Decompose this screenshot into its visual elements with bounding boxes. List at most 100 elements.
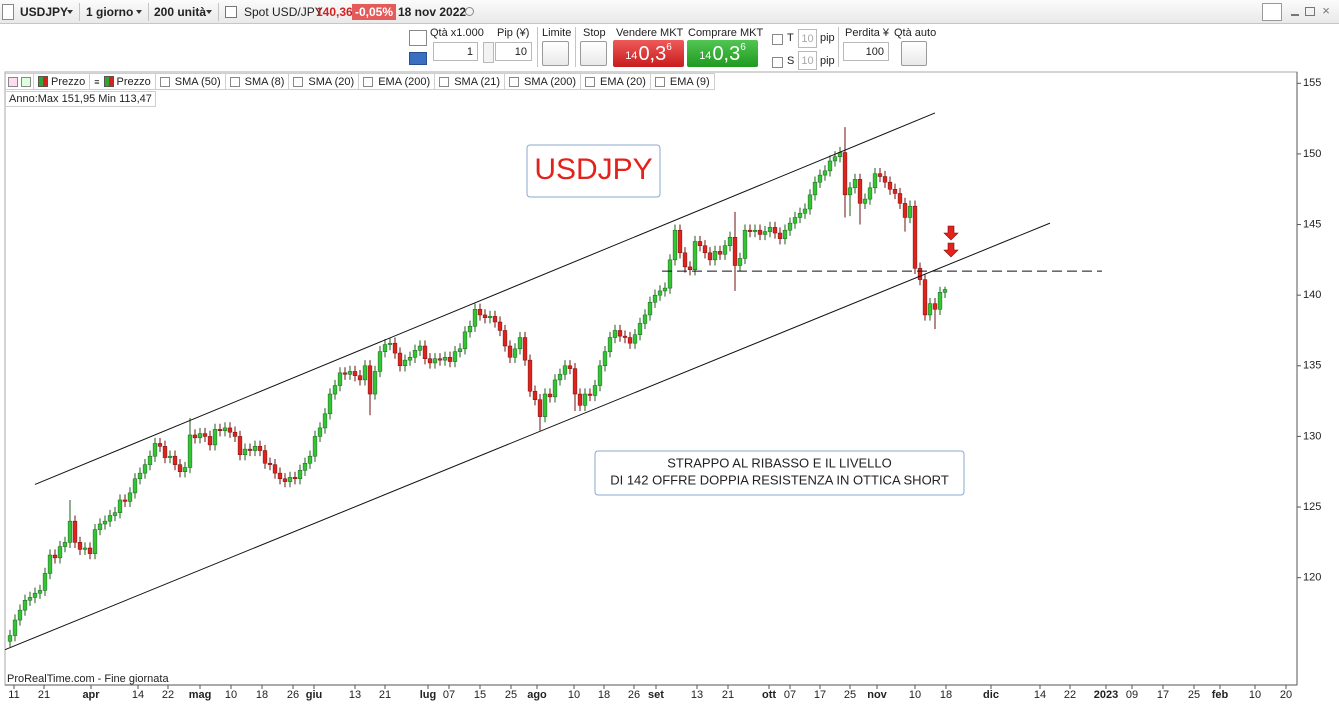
restore-button[interactable] (1305, 7, 1315, 16)
stop-checkbox[interactable] (772, 57, 783, 68)
spinner[interactable] (483, 42, 494, 63)
candle-body (657, 290, 663, 296)
candle-body (922, 279, 928, 316)
indicator[interactable]: SMA (8) (225, 73, 290, 90)
close-button[interactable]: × (1322, 3, 1330, 18)
auto-qty-button[interactable] (901, 41, 927, 66)
last-price: 140,36 (316, 5, 353, 19)
indicator[interactable]: ≡ Prezzo (90, 73, 156, 90)
candle-body (492, 316, 498, 323)
candle-body (372, 371, 378, 395)
trailing-checkbox[interactable] (772, 34, 783, 45)
title-box (526, 144, 661, 198)
limit-button[interactable] (542, 41, 569, 66)
candle-body (832, 156, 838, 162)
x-tick-label: 21 (722, 689, 734, 701)
indicator[interactable]: SMA (200) (505, 73, 582, 90)
candle-body (587, 393, 593, 396)
candle-body (807, 194, 813, 210)
candle-body (297, 470, 303, 480)
candle-body (57, 546, 63, 559)
x-tick-label: 21 (379, 689, 391, 701)
minimize-button[interactable] (1291, 14, 1299, 16)
candle-body (717, 251, 723, 255)
indicator[interactable]: Prezzo (34, 73, 91, 90)
candle-body (232, 431, 238, 437)
swatch (103, 76, 109, 87)
indicator-label: Prezzo (116, 75, 151, 88)
candle-body (307, 455, 313, 464)
stop-button[interactable] (580, 41, 607, 66)
x-tick-label: 10 (909, 689, 921, 701)
caret (67, 10, 73, 14)
timeframe-select[interactable]: 1 giorno (86, 5, 134, 19)
add-icon[interactable] (8, 76, 18, 87)
arrow-icon (943, 225, 959, 241)
candle-body (812, 181, 818, 196)
trade-icon[interactable] (1262, 3, 1282, 21)
stop-s-unit: pip (820, 55, 835, 67)
y-tick-label: 145 (1303, 218, 1321, 230)
menu-icon[interactable] (2, 4, 14, 20)
separator (838, 27, 839, 67)
order-panel: Qtà x1.000 1 Pip (¥) 10 Limite Stop Vend… (0, 24, 1339, 70)
checkbox[interactable] (229, 76, 240, 87)
checkbox[interactable] (439, 76, 450, 87)
info-icon[interactable] (225, 6, 237, 18)
candle-body (7, 635, 13, 642)
candle-body (437, 358, 443, 361)
candle-body (217, 429, 223, 432)
units-select[interactable]: 200 unità (154, 5, 207, 19)
symbol-select[interactable]: USDJPY (20, 5, 69, 19)
indicator[interactable]: EMA (20) (581, 73, 651, 90)
checkbox[interactable] (509, 76, 520, 87)
sell-button[interactable]: 14 0,3 6 (613, 40, 684, 67)
indicator[interactable]: SMA (50) (155, 73, 226, 90)
stop-s-input[interactable]: 10 (798, 51, 817, 70)
candle-body (577, 393, 583, 406)
candle-body (737, 258, 743, 266)
add-icon[interactable] (21, 76, 31, 87)
indicator[interactable]: EMA (9) (650, 73, 715, 90)
checkbox[interactable] (293, 76, 304, 87)
x-tick-label: 18 (256, 689, 268, 701)
candle-body (887, 181, 893, 190)
checkbox[interactable] (159, 76, 170, 87)
y-tick-label: 120 (1303, 572, 1321, 584)
candle-body (892, 188, 898, 194)
checkbox[interactable] (363, 76, 374, 87)
x-tick-label: 18 (598, 689, 610, 701)
candle-body (907, 205, 913, 218)
candle-body (642, 314, 648, 324)
pip-input[interactable]: 10 (495, 42, 532, 61)
checkbox[interactable] (585, 76, 596, 87)
candle-body (352, 371, 358, 376)
candle-body (542, 393, 548, 417)
indicator[interactable]: SMA (20) (289, 73, 360, 90)
keyboard-icon[interactable] (409, 52, 427, 65)
candle-body (557, 374, 563, 381)
add-icons[interactable] (5, 73, 34, 90)
candle-body (782, 229, 788, 239)
trailing-input[interactable]: 10 (798, 29, 817, 48)
candle-body (507, 345, 513, 358)
annotation-box (594, 450, 965, 496)
x-tick-label: 10 (568, 689, 580, 701)
quantity-input[interactable]: 1 (433, 42, 478, 61)
buy-button[interactable]: 14 0,3 6 (687, 40, 758, 67)
candle-body (267, 462, 273, 465)
checkbox[interactable] (654, 76, 665, 87)
x-tick-label: dic (983, 689, 999, 701)
fraction: 6 (666, 42, 672, 53)
pips: 0,3 (638, 43, 667, 65)
indicator[interactable]: EMA (200) (359, 73, 436, 90)
trailing-label: T (787, 32, 794, 44)
instrument-name: Spot USD/JPY (244, 5, 323, 19)
settings-icon[interactable] (409, 30, 427, 46)
indicator[interactable]: SMA (21) (435, 73, 506, 90)
caret (136, 10, 142, 14)
loss-input[interactable]: 100 (843, 42, 889, 61)
candle-body (302, 462, 308, 471)
